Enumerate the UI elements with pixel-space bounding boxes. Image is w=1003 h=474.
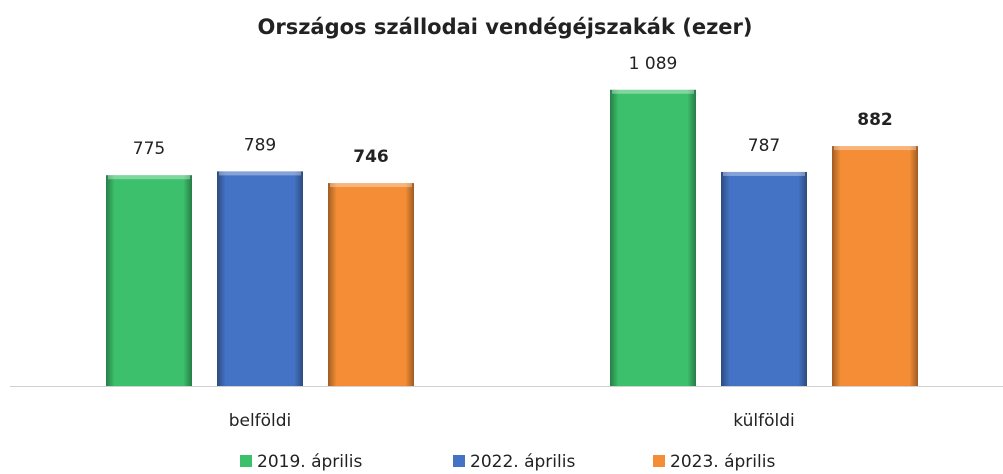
x-tick-label: belföldi (229, 411, 292, 431)
bar-top (723, 171, 805, 176)
bar-shade (328, 183, 414, 386)
x-tick-label: külföldi (733, 411, 794, 431)
value-label: 789 (244, 135, 276, 155)
bar-top (219, 171, 301, 176)
legend-label: 2023. április (670, 452, 775, 472)
value-label: 882 (857, 110, 893, 130)
bar-group (832, 146, 918, 386)
bar-group (610, 89, 696, 387)
bar-group (328, 183, 414, 386)
bar-shade (217, 171, 303, 386)
legend-swatch (240, 455, 252, 467)
chart-title: Országos szállodai vendégéjszakák (ezer) (258, 15, 753, 39)
bar-shade (832, 146, 918, 386)
bar-shade (721, 171, 807, 386)
bar-group (217, 171, 303, 386)
legend-label: 2019. április (257, 452, 362, 472)
bar-group (106, 175, 192, 386)
value-label: 1 089 (629, 54, 678, 74)
legend-swatch (453, 455, 465, 467)
bar-top (108, 175, 190, 180)
legend-label: 2022. április (470, 452, 575, 472)
bar-shade (610, 89, 696, 387)
bar-top (330, 183, 412, 188)
value-label: 746 (353, 147, 389, 167)
value-label: 787 (748, 136, 780, 156)
bar-group (721, 171, 807, 386)
legend-swatch (653, 455, 665, 467)
bar-top (834, 146, 916, 151)
bar-shade (106, 175, 192, 386)
bar-top (612, 89, 694, 94)
value-label: 775 (133, 139, 165, 159)
